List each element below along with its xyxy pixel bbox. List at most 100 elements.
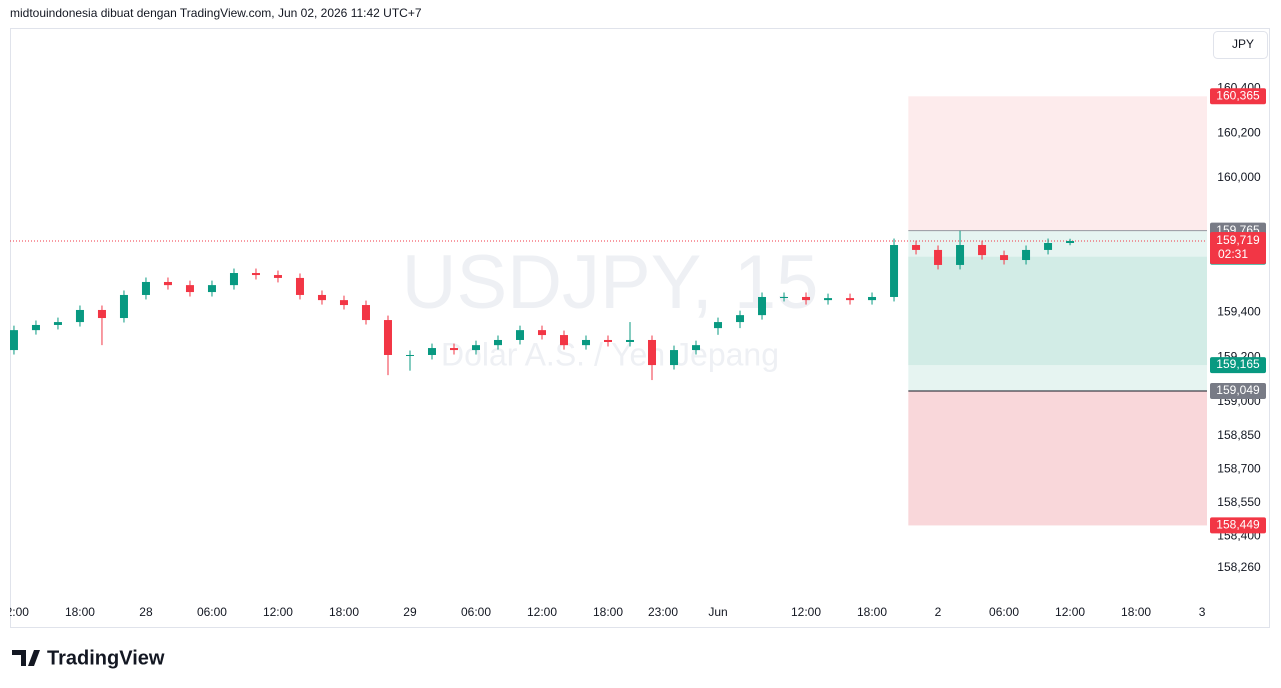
candle-body (493, 339, 502, 346)
x-tick-label: 28 (139, 605, 153, 619)
candle-body (207, 285, 216, 293)
candle-body (119, 294, 128, 319)
x-tick-label: 12:00 (1055, 605, 1085, 619)
candle-body (141, 281, 150, 295)
candle-body (1066, 240, 1075, 244)
current-price-label: 159,719 (1216, 233, 1260, 247)
candle-body (824, 298, 833, 301)
candle-body (361, 305, 370, 321)
candle-body (427, 348, 436, 355)
candle-body (251, 273, 260, 276)
candle-body (1022, 249, 1031, 261)
candle-body (648, 339, 657, 366)
x-tick-label: Jun (708, 605, 727, 619)
logo-mark (12, 650, 40, 666)
candle-body (934, 249, 943, 265)
candle-body (978, 245, 987, 256)
x-tick-label: 18:00 (329, 605, 359, 619)
candle-body (538, 330, 546, 336)
x-tick-label: 18:00 (1121, 605, 1151, 619)
candle-body (31, 324, 40, 331)
currency-box[interactable] (1213, 31, 1268, 59)
candle-body (890, 245, 899, 297)
y-tick-label: 160,000 (1217, 170, 1261, 184)
x-tick-label: 12:00 (0, 605, 29, 619)
candle-body (515, 330, 524, 340)
price-label-box (1210, 383, 1266, 400)
candle-body (560, 335, 569, 346)
x-tick-label: 23:00 (648, 605, 678, 619)
candle-body (471, 345, 480, 351)
candle-body (273, 275, 282, 278)
candle-body (846, 298, 855, 301)
x-tick-label: 06:00 (197, 605, 227, 619)
position-zone (908, 391, 1207, 526)
currency: JPY (1232, 37, 1254, 51)
candle-body (714, 322, 723, 329)
candle-body (604, 339, 613, 342)
x-axis: 12:00 18:00 28 06:00 12:00 18:00 29 06:00 12:00 1… (0, 605, 1206, 619)
x-tick-label: 29 (403, 605, 417, 619)
x-tick-label: 12:00 (791, 605, 821, 619)
candle-body (582, 339, 591, 346)
x-tick-label: 12:00 (527, 605, 557, 619)
x-tick-label: 18:00 (593, 605, 623, 619)
price-label: 160,365 (1216, 88, 1260, 102)
logo: TradingView (12, 647, 165, 669)
price-label-box (1210, 88, 1266, 105)
candle-body (956, 245, 965, 265)
candle-body (295, 277, 304, 295)
candle-body (163, 281, 172, 286)
y-tick-label: 158,550 (1217, 495, 1261, 509)
candle-body (780, 296, 789, 298)
logo-text: TradingView (47, 647, 165, 669)
price-label-box (1210, 357, 1266, 374)
candle-body (868, 296, 877, 301)
y-tick-label: 158,260 (1217, 560, 1261, 574)
candle-body (802, 296, 811, 301)
candle-body (10, 330, 18, 351)
axes: 12:00 18:00 28 06:00 12:00 18:00 29 06:00 12:00 1… (0, 81, 1266, 619)
candle-body (75, 309, 84, 323)
x-tick-label: 12:00 (263, 605, 293, 619)
candle-body (185, 285, 194, 293)
price-label-box (1210, 517, 1266, 534)
x-tick-label: 18:00 (65, 605, 95, 619)
y-tick-label: 158,850 (1217, 428, 1261, 442)
price-label: 159,165 (1216, 357, 1260, 371)
candle-body (405, 354, 414, 356)
candle-body (626, 339, 635, 342)
x-tick-label: 06:00 (461, 605, 491, 619)
y-tick-label: 159,400 (1217, 305, 1261, 319)
candle-body (449, 348, 458, 351)
candle-body (339, 300, 348, 306)
watermark: USDJPY, 15 (402, 240, 819, 325)
candle-body (758, 296, 767, 316)
x-tick-label: 06:00 (989, 605, 1019, 619)
x-tick-label: 18:00 (857, 605, 887, 619)
y-tick-label: 158,700 (1217, 461, 1261, 475)
candle-body (97, 309, 106, 319)
x-tick-label: 3 (1199, 605, 1206, 619)
y-tick-label: 160,200 (1217, 125, 1261, 139)
candle-body (1044, 243, 1053, 250)
price-label: 159,049 (1216, 383, 1260, 397)
countdown: 02:31 (1218, 247, 1248, 261)
candle-body (1000, 255, 1009, 261)
candle-body (692, 345, 701, 351)
candle-body (53, 322, 62, 325)
candle-body (229, 273, 238, 286)
candle-body (912, 245, 921, 250)
position-zone (908, 256, 1207, 366)
chart-frame (10, 28, 1270, 628)
x-tick-label: 2 (935, 605, 942, 619)
caption: midtouindonesia dibuat dengan TradingVie… (10, 6, 422, 20)
candle-body (383, 320, 392, 355)
candle-body (670, 350, 679, 366)
position-zone (908, 96, 1207, 231)
candle-body (317, 294, 326, 301)
candle-body (736, 315, 745, 323)
price-label: 158,449 (1216, 518, 1260, 532)
